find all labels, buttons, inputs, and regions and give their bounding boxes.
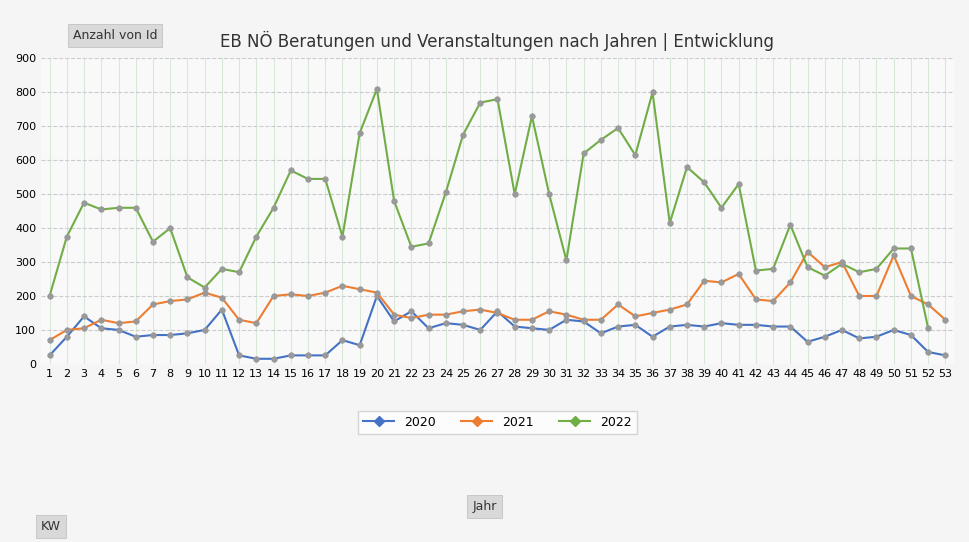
Text: Jahr: Jahr <box>472 500 497 513</box>
2020 <box>940 352 952 359</box>
2022 <box>561 257 573 263</box>
Line: 2022: 2022 <box>47 86 931 331</box>
Legend: 2020, 2021, 2022: 2020, 2021, 2022 <box>359 411 637 434</box>
Text: Anzahl von Id: Anzahl von Id <box>73 29 157 42</box>
2021 <box>854 293 865 299</box>
2021 <box>578 317 589 323</box>
2022 <box>836 261 848 267</box>
2022 <box>285 167 297 173</box>
2020 <box>44 352 55 359</box>
2020 <box>646 333 658 340</box>
Line: 2020: 2020 <box>47 293 948 362</box>
Text: KW: KW <box>41 520 61 533</box>
2021 <box>561 312 573 318</box>
2020 <box>664 323 675 330</box>
2021 <box>612 301 624 308</box>
2020 <box>612 323 624 330</box>
2020 <box>371 293 383 299</box>
2021 <box>44 337 55 344</box>
2022 <box>44 293 55 299</box>
2021 <box>801 249 813 255</box>
2021 <box>940 317 952 323</box>
2020 <box>251 356 263 362</box>
2022 <box>733 181 744 188</box>
2021 <box>733 270 744 277</box>
2021 <box>285 291 297 298</box>
Line: 2021: 2021 <box>47 249 948 343</box>
2022 <box>578 150 589 157</box>
2020 <box>302 352 314 359</box>
Title: EB NÖ Beratungen und Veranstaltungen nach Jahren | Entwicklung: EB NÖ Beratungen und Veranstaltungen nac… <box>221 31 774 51</box>
2020 <box>767 323 779 330</box>
2020 <box>595 330 607 337</box>
2022 <box>612 125 624 131</box>
